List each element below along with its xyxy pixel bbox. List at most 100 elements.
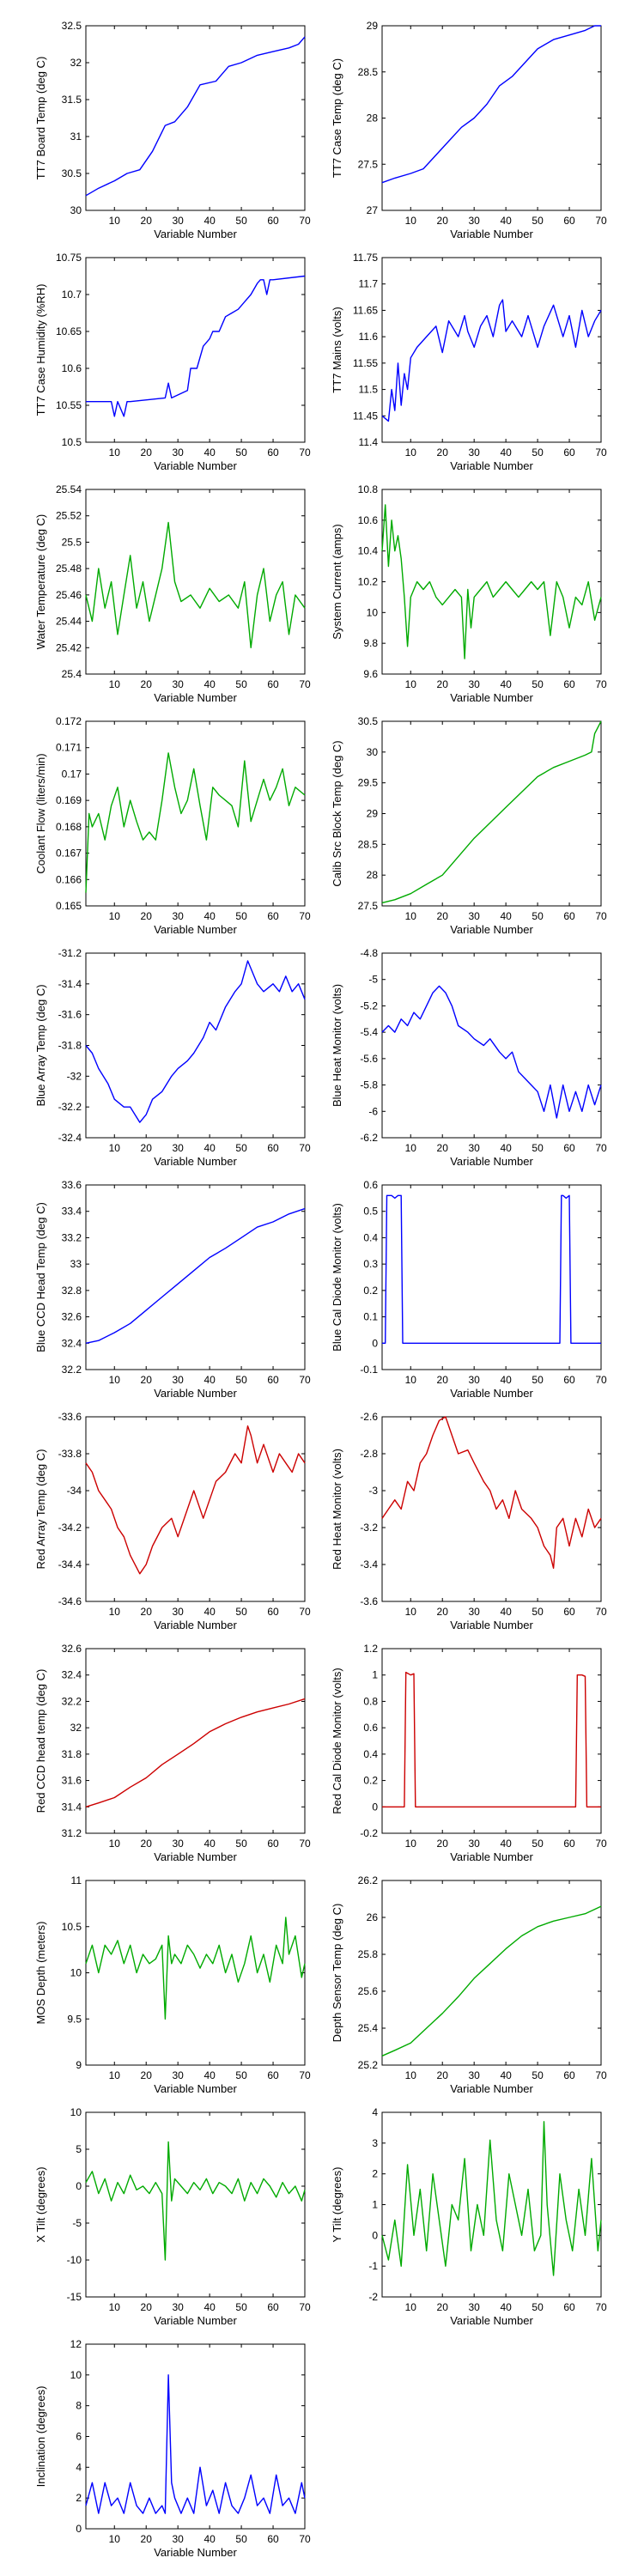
plot-frame	[85, 720, 306, 907]
x-tick-label: 30	[468, 1838, 480, 1850]
y-tick-label: 32.6	[62, 1311, 82, 1323]
x-tick-label: 40	[204, 1374, 216, 1386]
plot-frame	[85, 2111, 306, 2298]
y-tick-label: 28.5	[358, 66, 379, 78]
x-tick-label: 70	[595, 2069, 607, 2081]
y-tick-label: 0.167	[56, 848, 82, 860]
y-tick-label: -2.8	[360, 1448, 378, 1460]
x-tick-label: 40	[204, 910, 216, 922]
x-tick-label: 60	[267, 1142, 279, 1154]
y-tick-label: 8	[76, 2400, 82, 2412]
chart-tt7-board: 10 20 30 40 50 60 70 30 30.5 31 31.5 32 32.5 Variable…	[34, 20, 311, 240]
y-axis-label: TT7 Mains (volts)	[331, 307, 343, 392]
x-tick-label: 30	[172, 2069, 184, 2081]
x-tick-label: 30	[172, 1142, 184, 1154]
y-tick-label: 25.54	[56, 483, 82, 495]
y-tick-label: 32.8	[62, 1285, 82, 1297]
x-tick-label: 60	[563, 678, 575, 690]
y-tick-label: 31.6	[62, 1775, 82, 1787]
plot-frame	[381, 952, 602, 1139]
y-axis-label: Inclination (degrees)	[34, 2386, 47, 2488]
y-tick-label: -2.6	[360, 1411, 378, 1423]
chart-water-temp: 10 20 30 40 50 60 70 25.4 25.42 25.44 25.46 25.48 25…	[34, 483, 311, 704]
y-tick-label: 10	[367, 606, 379, 618]
x-tick-label: 40	[204, 2301, 216, 2313]
x-axis-label: Variable Number	[450, 459, 533, 472]
x-tick-label: 30	[468, 2301, 480, 2313]
x-tick-label: 50	[235, 215, 247, 227]
x-tick-label: 60	[267, 1374, 279, 1386]
y-tick-label: 25.2	[358, 2059, 379, 2071]
y-tick-label: -32.4	[58, 1132, 82, 1144]
x-tick-label: 40	[204, 215, 216, 227]
x-tick-label: 70	[299, 1606, 311, 1618]
x-tick-label: 10	[109, 910, 121, 922]
x-tick-label: 70	[299, 447, 311, 459]
chart-inclination: 10 20 30 40 50 60 70 0 2 4 6 8 10 12 Variable Number In…	[34, 2338, 311, 2559]
y-tick-label: 10.6	[358, 514, 379, 526]
x-axis-label: Variable Number	[450, 1619, 533, 1631]
y-tick-label: 30	[70, 204, 82, 216]
x-tick-label: 10	[109, 678, 121, 690]
y-axis-label: Red Heat Monitor (volts)	[331, 1449, 343, 1570]
x-tick-label: 20	[141, 1142, 153, 1154]
y-tick-label: 0.1	[363, 1311, 378, 1323]
y-tick-label: 25.5	[62, 536, 82, 548]
chart-depth-sensor-temp: 10 20 30 40 50 60 70 25.2 25.4 25.6 25.8 26 26.2 Vari…	[331, 1874, 607, 2095]
x-tick-label: 30	[468, 1606, 480, 1618]
y-tick-label: 32.2	[62, 1364, 82, 1376]
x-tick-label: 40	[204, 678, 216, 690]
y-tick-label: 9.5	[67, 2013, 82, 2025]
x-tick-label: 20	[141, 1606, 153, 1618]
y-tick-label: 10.7	[62, 289, 82, 301]
series-line	[85, 752, 306, 893]
y-tick-label: -1	[368, 2260, 378, 2272]
y-tick-label: 33.4	[62, 1206, 82, 1218]
x-tick-label: 60	[563, 1374, 575, 1386]
x-tick-label: 20	[141, 2301, 153, 2313]
x-tick-label: 40	[500, 2301, 512, 2313]
x-axis-label: Variable Number	[154, 2546, 237, 2559]
x-tick-label: 40	[500, 1838, 512, 1850]
x-tick-label: 60	[563, 1606, 575, 1618]
y-tick-label: 26.2	[358, 1874, 379, 1886]
y-tick-label: -31.4	[58, 978, 82, 990]
x-tick-label: 60	[267, 2069, 279, 2081]
y-axis-label: MOS Depth (meters)	[34, 1922, 47, 2025]
y-tick-label: 32.6	[62, 1643, 82, 1655]
series-line	[85, 36, 306, 197]
x-tick-label: 30	[172, 215, 184, 227]
x-tick-label: 50	[532, 678, 544, 690]
y-tick-label: 33	[70, 1258, 82, 1270]
x-tick-label: 70	[299, 678, 311, 690]
x-tick-label: 10	[109, 2301, 121, 2313]
plot-frame	[85, 257, 306, 443]
x-tick-label: 50	[235, 1838, 247, 1850]
x-axis-label: Variable Number	[154, 691, 237, 704]
y-tick-label: 11.5	[359, 384, 379, 396]
x-tick-label: 30	[468, 910, 480, 922]
y-axis-label: TT7 Case Humidity (%RH)	[34, 284, 47, 416]
x-tick-label: 70	[299, 215, 311, 227]
x-tick-label: 20	[437, 678, 449, 690]
y-tick-label: 10	[70, 2106, 82, 2118]
y-tick-label: 9.8	[363, 637, 378, 649]
x-tick-label: 30	[468, 447, 480, 459]
y-tick-label: 0.171	[56, 742, 82, 754]
x-tick-label: 30	[172, 910, 184, 922]
y-tick-label: 31.8	[62, 1748, 82, 1760]
series-line	[381, 1905, 602, 2057]
x-axis-label: Variable Number	[450, 228, 533, 240]
y-tick-label: 27.5	[358, 900, 379, 912]
chart-tt7-mains: 10 20 30 40 50 60 70 11.4 11.45 11.5 11.55 11.6 11.6…	[331, 252, 607, 472]
y-tick-label: -34.2	[58, 1522, 82, 1534]
chart-blue-cal-diode: 10 20 30 40 50 60 70 -0.1 0 0.1 0.2 0.3 0.4 0.5 0.6 Var…	[331, 1179, 607, 1400]
x-tick-label: 10	[405, 1142, 417, 1154]
x-tick-label: 10	[405, 678, 417, 690]
x-tick-label: 50	[532, 1142, 544, 1154]
plot-frame	[381, 2111, 602, 2298]
plot-frame	[85, 1184, 306, 1370]
series-line	[85, 1207, 306, 1344]
x-axis-label: Variable Number	[154, 1619, 237, 1631]
x-tick-label: 10	[109, 2533, 121, 2545]
